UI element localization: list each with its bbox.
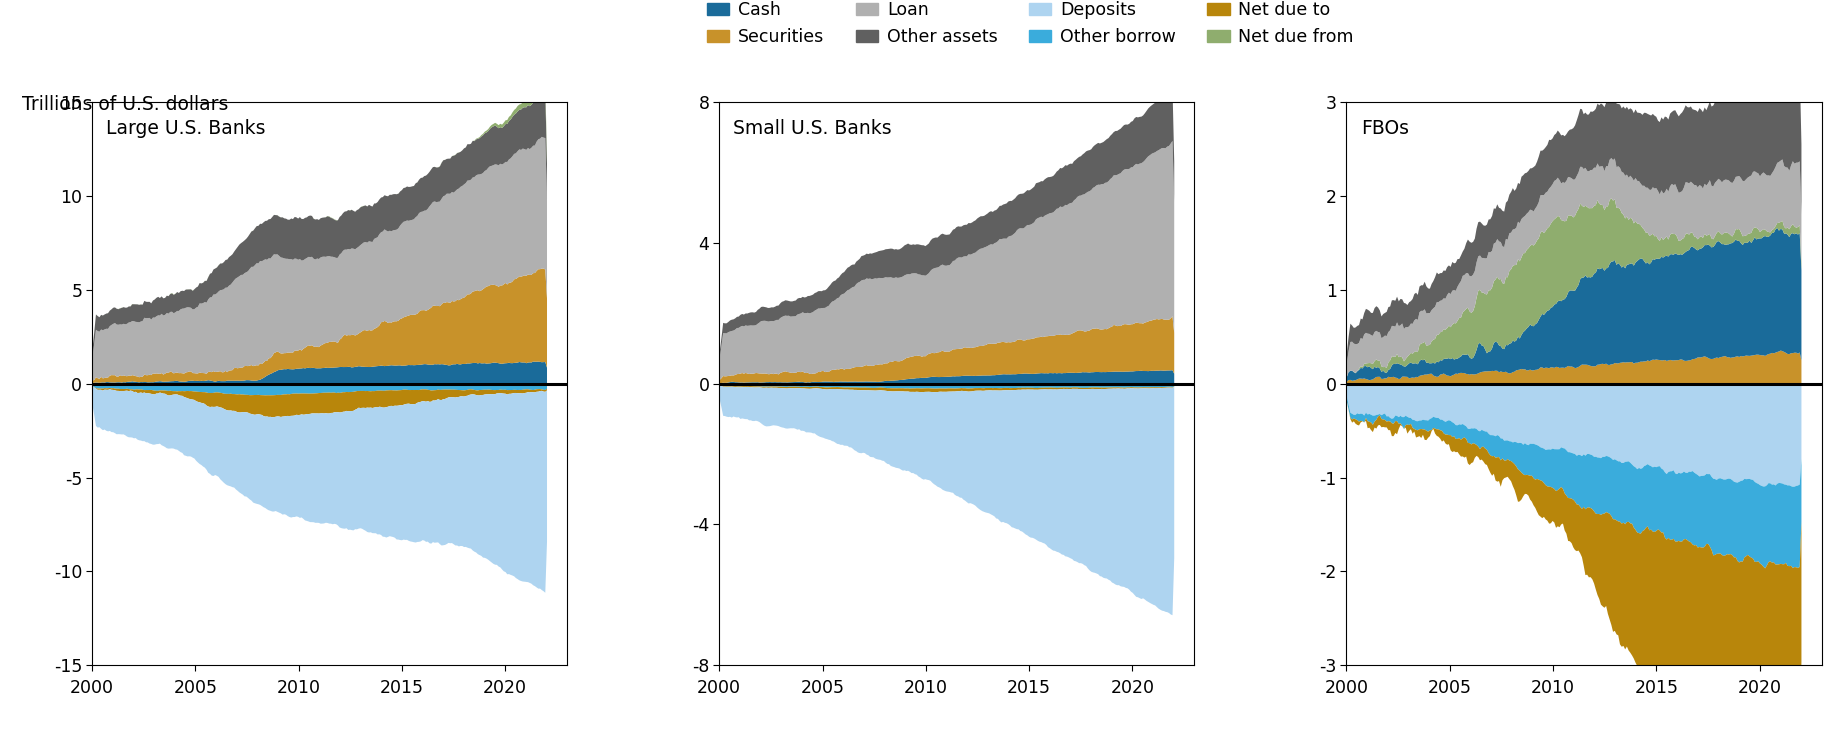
Text: Trillions of U.S. dollars: Trillions of U.S. dollars (22, 95, 228, 114)
Legend: Cash, Securities, Loan, Other assets, Deposits, Other borrow, Net due to, Net du: Cash, Securities, Loan, Other assets, De… (699, 0, 1361, 53)
Text: Large U.S. Banks: Large U.S. Banks (107, 119, 265, 138)
Text: Small U.S. Banks: Small U.S. Banks (734, 119, 892, 138)
Text: FBOs: FBOs (1361, 119, 1409, 138)
